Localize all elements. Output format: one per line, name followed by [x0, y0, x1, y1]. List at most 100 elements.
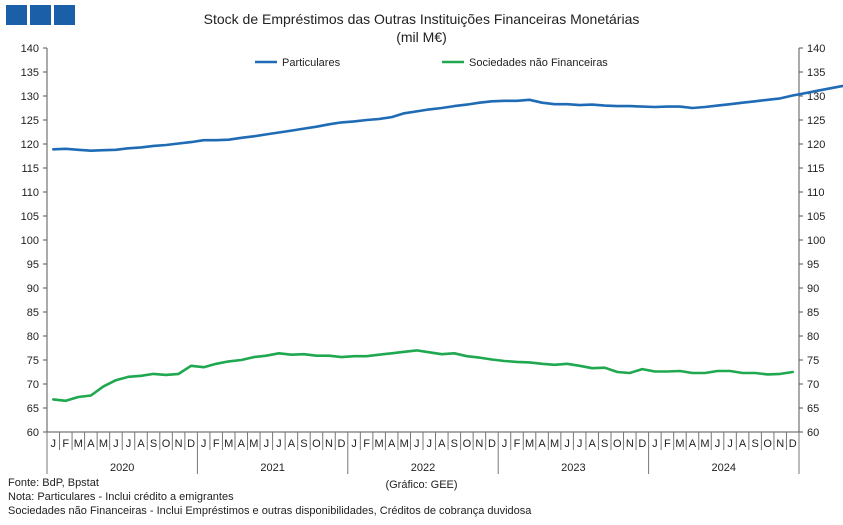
y-tick-label-right: 80 — [807, 331, 819, 343]
y-tick-label-right: 65 — [807, 403, 819, 415]
month-label: J — [264, 438, 270, 450]
month-label: M — [224, 438, 233, 450]
month-label: F — [363, 438, 370, 450]
month-label: N — [626, 438, 634, 450]
month-label: J — [652, 438, 658, 450]
y-tick-label-left: 115 — [21, 163, 39, 175]
y-tick-label-right: 140 — [807, 43, 825, 55]
legend-label: Particulares — [282, 57, 341, 69]
y-tick-label-right: 120 — [807, 139, 825, 151]
month-label: M — [375, 438, 384, 450]
month-label: J — [351, 438, 357, 450]
y-tick-label-left: 110 — [21, 187, 39, 199]
y-tick-label-right: 85 — [807, 307, 819, 319]
year-label: 2024 — [712, 462, 736, 474]
y-tick-label-right: 75 — [807, 355, 819, 367]
month-label: A — [739, 438, 747, 450]
month-label: D — [638, 438, 646, 450]
chart-subtitle: (mil M€) — [396, 29, 447, 45]
month-label: J — [715, 438, 721, 450]
month-label: J — [51, 438, 57, 450]
y-tick-label-left: 130 — [21, 91, 39, 103]
y-tick-label-right: 105 — [807, 211, 825, 223]
y-tick-label-left: 135 — [21, 67, 39, 79]
month-label: J — [113, 438, 119, 450]
month-label: F — [514, 438, 521, 450]
month-label: A — [238, 438, 246, 450]
month-label: D — [789, 438, 797, 450]
month-label: N — [776, 438, 784, 450]
y-tick-label-right: 125 — [807, 115, 825, 127]
y-tick-label-right: 130 — [807, 91, 825, 103]
y-tick-label-left: 125 — [21, 115, 39, 127]
series-line-particulares — [51, 84, 843, 152]
month-label: J — [727, 438, 733, 450]
logo-square — [30, 5, 51, 25]
month-label: N — [325, 438, 333, 450]
month-label: F — [62, 438, 69, 450]
month-label: N — [175, 438, 183, 450]
y-tick-label-left: 90 — [27, 283, 39, 295]
year-label: 2022 — [411, 462, 435, 474]
logo-square — [54, 5, 75, 25]
y-tick-label-right: 95 — [807, 259, 819, 271]
y-tick-label-right: 100 — [807, 235, 825, 247]
month-label: N — [475, 438, 483, 450]
month-label: S — [601, 438, 608, 450]
month-label: J — [577, 438, 583, 450]
month-label: A — [438, 438, 446, 450]
y-tick-label-right: 70 — [807, 379, 819, 391]
chart-title: Stock de Empréstimos das Outras Institui… — [203, 11, 640, 27]
month-label: J — [414, 438, 420, 450]
y-tick-label-left: 95 — [27, 259, 39, 271]
month-label: M — [74, 438, 83, 450]
source-note: Fonte: BdP, Bpstat — [8, 477, 99, 489]
month-label: A — [589, 438, 597, 450]
month-label: A — [87, 438, 95, 450]
month-label: S — [751, 438, 758, 450]
month-label: A — [137, 438, 145, 450]
y-tick-label-left: 100 — [21, 235, 39, 247]
graphic-credit: (Gráfico: GEE) — [385, 479, 458, 491]
month-label: M — [700, 438, 709, 450]
month-label: O — [162, 438, 171, 450]
month-label: S — [451, 438, 458, 450]
y-tick-label-left: 120 — [21, 139, 39, 151]
month-label: M — [400, 438, 409, 450]
month-label: O — [763, 438, 772, 450]
month-label: A — [538, 438, 546, 450]
month-label: S — [300, 438, 307, 450]
month-label: J — [502, 438, 508, 450]
y-tick-label-right: 60 — [807, 427, 819, 439]
month-label: J — [201, 438, 207, 450]
year-label: 2021 — [260, 462, 284, 474]
year-label: 2020 — [110, 462, 134, 474]
month-label: O — [312, 438, 321, 450]
legend-label: Sociedades não Financeiras — [469, 57, 608, 69]
y-tick-label-left: 60 — [27, 427, 39, 439]
y-tick-label-right: 115 — [807, 163, 825, 175]
month-label: D — [488, 438, 496, 450]
month-label: D — [338, 438, 346, 450]
month-label: M — [550, 438, 559, 450]
month-label: J — [126, 438, 132, 450]
month-label: M — [675, 438, 684, 450]
y-tick-label-left: 105 — [21, 211, 39, 223]
month-label: J — [564, 438, 570, 450]
y-tick-label-left: 80 — [27, 331, 39, 343]
year-label: 2023 — [561, 462, 585, 474]
logo-square — [6, 5, 27, 25]
footnote-sociedades: Sociedades não Financeiras - Inclui Empr… — [8, 505, 532, 517]
gee-logo — [6, 5, 75, 25]
y-tick-label-left: 140 — [21, 43, 39, 55]
month-label: A — [689, 438, 697, 450]
month-label: A — [288, 438, 296, 450]
chart-title-block: Stock de Empréstimos das Outras Institui… — [0, 10, 843, 46]
month-label: J — [427, 438, 433, 450]
y-tick-label-left: 70 — [27, 379, 39, 391]
y-tick-label-left: 85 — [27, 307, 39, 319]
month-label: A — [388, 438, 396, 450]
footnote-particulares: Nota: Particulares - Inclui crédito a em… — [8, 491, 234, 503]
month-label: J — [276, 438, 282, 450]
